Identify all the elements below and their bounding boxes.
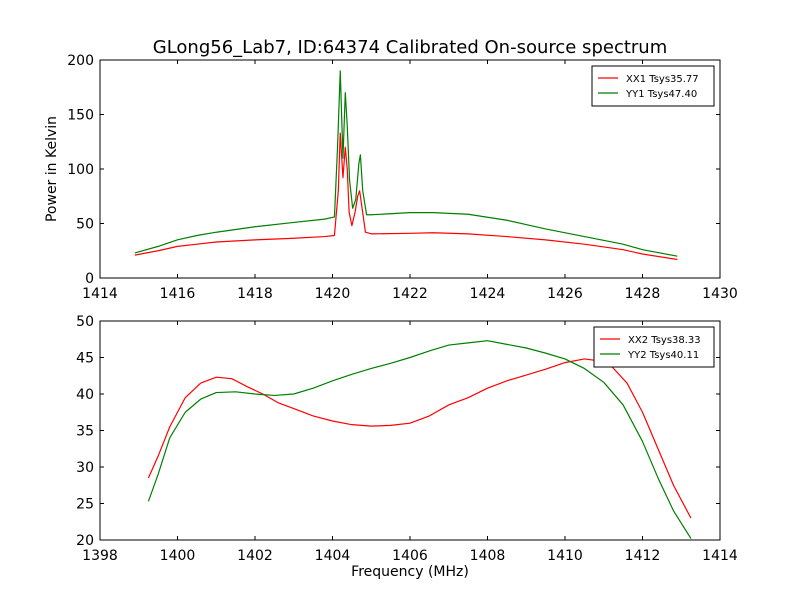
x-tick-label: 1414 <box>702 548 738 564</box>
x-tick-label: 1424 <box>470 286 506 302</box>
legend-box <box>591 65 715 107</box>
legend-label: YY1 Tsys47.40 <box>625 89 697 100</box>
x-tick-label: 1414 <box>82 286 118 302</box>
figure-title: GLong56_Lab7, ID:64374 Calibrated On-sou… <box>153 37 668 58</box>
legend-box <box>593 326 715 368</box>
legend-label: XX2 Tsys38.33 <box>628 335 701 346</box>
x-tick-label: 1428 <box>625 286 661 302</box>
series-line-1-2 <box>134 70 678 257</box>
y-tick-label: 50 <box>76 314 94 330</box>
x-tick-label: 1404 <box>315 548 351 564</box>
legend: XX1 Tsys35.77 YY1 Tsys47.40 <box>591 65 715 107</box>
x-axis-label: Frequency (MHz) <box>351 564 469 580</box>
y-tick-label: 45 <box>76 351 94 367</box>
x-tick-label: 1398 <box>82 548 118 564</box>
y-tick-label: 100 <box>67 162 94 178</box>
x-tick-label: 1400 <box>160 548 196 564</box>
legend-label: XX1 Tsys35.77 <box>626 74 699 85</box>
y-tick-label: 20 <box>76 533 94 549</box>
x-tick-label: 1402 <box>237 548 273 564</box>
series-line-2-1 <box>147 358 692 519</box>
x-tick-label: 1408 <box>470 548 506 564</box>
y-tick-label: 50 <box>76 217 94 233</box>
legend-label: YY2 Tsys40.11 <box>627 350 699 361</box>
plot-panel-1: 1414 1416 1418 1420 1422 1424 1426 1428 1430 0 50 1… <box>44 53 738 302</box>
series-line-1-1 <box>134 132 678 261</box>
y-tick-label: 150 <box>67 108 94 124</box>
x-tick-label: 1406 <box>392 548 428 564</box>
x-tick-label: 1410 <box>547 548 583 564</box>
y-tick-label: 30 <box>76 460 94 476</box>
x-tick-label: 1412 <box>625 548 661 564</box>
series-line-2-2 <box>147 340 692 539</box>
y-axis-label: Power in Kelvin <box>44 116 60 222</box>
y-tick-label: 0 <box>85 271 94 287</box>
x-tick-label: 1430 <box>702 286 738 302</box>
x-tick-label: 1418 <box>237 286 273 302</box>
y-tick-label: 40 <box>76 387 94 403</box>
y-tick-label: 25 <box>76 497 94 513</box>
plot-panel-2: 1398 1400 1402 1404 1406 1408 1410 1412 1414 20 25… <box>76 314 738 580</box>
y-tick-label: 35 <box>76 424 94 440</box>
y-tick-label: 200 <box>67 53 94 69</box>
legend: XX2 Tsys38.33 YY2 Tsys40.11 <box>593 326 715 368</box>
x-tick-label: 1426 <box>547 286 583 302</box>
x-tick-label: 1416 <box>160 286 196 302</box>
x-tick-label: 1422 <box>392 286 428 302</box>
x-tick-label: 1420 <box>315 286 351 302</box>
